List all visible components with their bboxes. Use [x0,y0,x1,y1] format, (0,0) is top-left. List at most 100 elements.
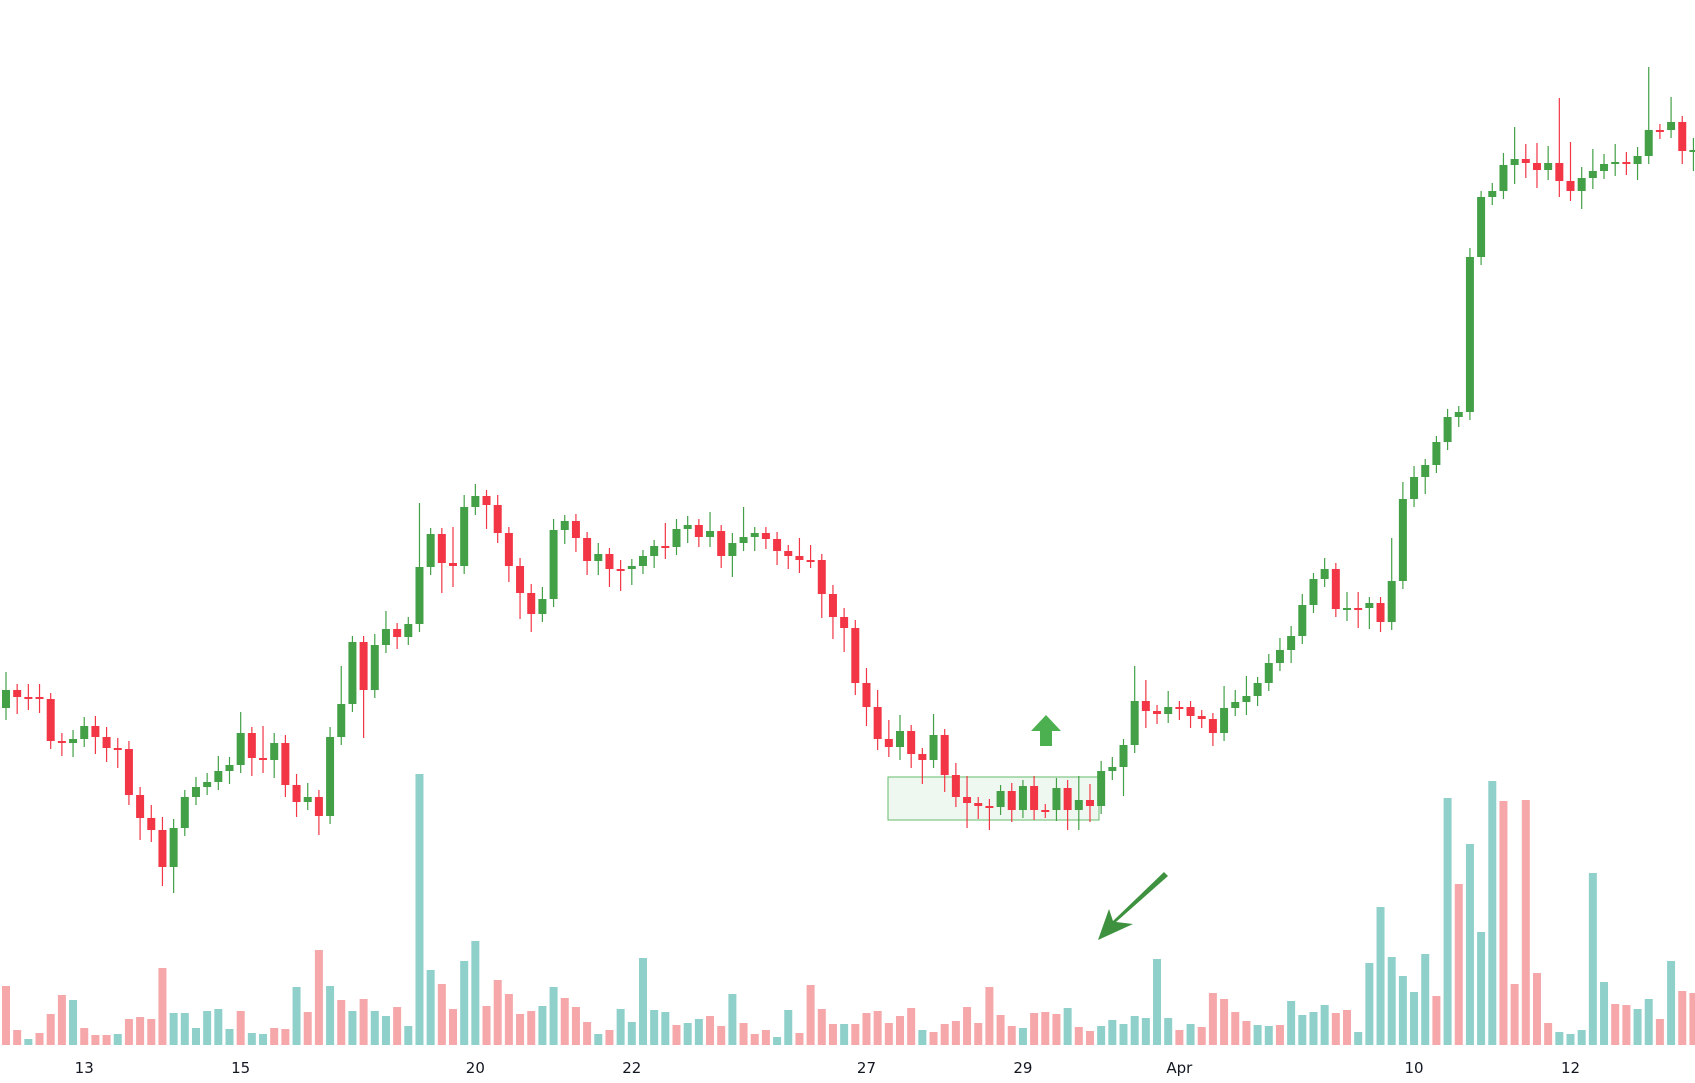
candle-body [1208,719,1217,733]
candle-body [449,563,457,566]
candle-body [951,775,960,797]
candle-body [35,697,44,699]
volume-bar [773,1037,782,1045]
candle-body [292,785,301,802]
candle-body [1186,707,1195,716]
candle-body [571,521,580,538]
candle-body [1454,412,1463,417]
candle-up [1298,594,1307,644]
candle-up [1275,638,1284,671]
candle-body [996,791,1005,807]
candle-up [1398,482,1407,589]
volume-bar [728,994,737,1045]
volume-bar [1667,961,1676,1045]
candle-down [1678,116,1687,164]
volume-bar [583,1022,592,1045]
volume-bar [1119,1024,1128,1045]
candle-body [504,533,513,566]
volume-bar [795,1033,804,1045]
volume-bar [471,941,480,1045]
candle-body [158,830,167,867]
volume-bar [516,1014,525,1045]
candle-body [393,629,402,637]
candle-up [739,507,748,551]
volume-bar [381,1016,390,1045]
candle-up [750,527,759,551]
volume-bar [1264,1026,1273,1045]
volume-bar [1309,1012,1318,1045]
volume-bar [1555,1032,1564,1045]
volume-bar [69,1000,78,1045]
x-tick-label: 10 [1405,1059,1424,1077]
volume-bar [214,1009,223,1045]
volume-bar [393,1007,402,1045]
candle-up [1432,436,1441,473]
candle-down [1521,144,1530,178]
candle-up [270,733,279,778]
candle-body [694,525,703,537]
candle-down [817,554,826,618]
candle-down [761,527,770,549]
volume-bar [337,1000,346,1045]
x-axis: 13 15 20 22 27 29 Apr 10 12 [75,1059,1580,1077]
volume-bar [560,998,569,1045]
volume-bar [1052,1014,1061,1045]
candle-down [13,684,22,714]
candle-down [1030,776,1039,820]
candle-body [1432,442,1441,465]
volume-bar [1287,1001,1296,1045]
volume-bar [158,968,167,1045]
candle-body [471,496,480,507]
candle-body [1287,636,1296,650]
candle-down [773,532,782,565]
volume-bar [1041,1012,1050,1045]
candle-down [806,545,815,568]
candle-body [482,496,491,505]
volume-bar [784,1010,793,1045]
candle-down [46,693,55,749]
candle-body [113,748,122,750]
candle-body [2,690,10,708]
candle-up [1477,191,1486,265]
volume-bar [650,1010,659,1045]
volume-bar [359,999,368,1045]
candle-down [661,523,670,559]
candle-body [828,594,837,617]
volume-bar [91,1035,100,1045]
annotations [1031,715,1168,940]
candle-body [1097,771,1106,806]
volume-bar [1477,932,1486,1045]
candle-body [404,624,413,637]
candle-body [974,803,983,806]
candle-body [1343,608,1351,610]
candle-down [862,668,871,726]
candle-up [1287,626,1296,663]
volume-bar [1186,1024,1195,1045]
candle-body [1275,650,1284,663]
volume-bar [437,984,446,1045]
candle-body [1532,163,1541,170]
candle-up [303,783,312,810]
candle-up [1611,144,1620,176]
candle-body [13,690,22,697]
candle-down [449,527,457,587]
candle-body [247,733,256,758]
candle-body [650,546,659,556]
candle-down [1208,713,1217,746]
candle-body [1667,122,1676,130]
candle-body [1030,786,1039,810]
candle-down [1622,152,1631,175]
candle-body [661,546,670,548]
candle-body [303,797,312,802]
candle-up [1600,154,1609,179]
volume-bar [1153,959,1162,1045]
candle-down [527,584,536,632]
volume-bar [236,1011,245,1045]
volume-bar [851,1024,860,1045]
candle-down [795,538,804,573]
candle-up [594,543,603,575]
candle-down [907,725,916,768]
volume-bar [460,961,469,1045]
